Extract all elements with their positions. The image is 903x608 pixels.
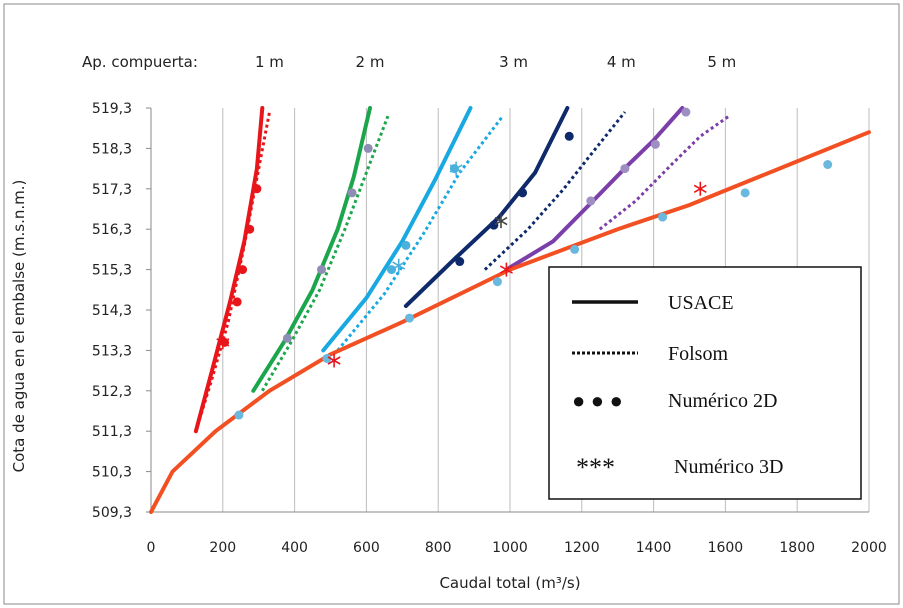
plot-frame	[146, 107, 869, 513]
legend-symbol-2d: ● ● ●	[572, 388, 623, 413]
legend-label-usace: USACE	[668, 292, 734, 314]
free-flow-3d-point	[693, 181, 707, 196]
numerico-2d-point	[564, 131, 574, 141]
y-tick-labels: 509,3 510,3 511,3 512,3 513,3 514,3 515,3 516,3…	[92, 101, 132, 521]
usace-line-4	[403, 106, 570, 308]
opening-label: 2 m	[356, 53, 385, 71]
numerico-2d-point	[489, 220, 499, 230]
opening-header: Ap. compuerta:	[82, 53, 198, 71]
numerico-2d-point	[347, 188, 357, 198]
legend-symbol-3d: ***	[576, 453, 615, 482]
y-axis-label: Cota de agua en el embalse (m.s.n.m.)	[10, 180, 28, 473]
usace-line-3	[321, 106, 473, 353]
y-tick-label: 515,3	[92, 263, 132, 279]
folsom-line-5	[598, 114, 730, 231]
free-flow-3d-point	[499, 262, 513, 277]
legend-label-3d: Numérico 3D	[674, 456, 783, 478]
usace-line-5	[504, 106, 685, 272]
x-tick-label: 1200	[564, 540, 600, 556]
opening-label: 5 m	[707, 53, 736, 71]
series-layer	[149, 106, 871, 514]
opening-label: 1 m	[255, 53, 284, 71]
folsom-line-2	[261, 115, 390, 392]
x-tick-label: 800	[425, 540, 452, 556]
numerico-2d-point	[401, 240, 411, 250]
legend-label-folsom: Folsom	[668, 343, 728, 365]
y-tick-label: 518,3	[92, 141, 132, 157]
x-axis-label: Caudal total (m³/s)	[439, 574, 580, 592]
numerico-2d-point	[238, 265, 248, 275]
numerico-3d-point	[216, 335, 230, 350]
legend: USACE Folsom ● ● ● Numérico 2D *** Numér…	[548, 266, 862, 500]
numerico-2d-point	[282, 333, 292, 343]
legend-box	[548, 266, 862, 500]
y-tick-label: 519,3	[92, 101, 132, 117]
numerico-3d-point	[449, 161, 463, 176]
x-tick-label: 1600	[708, 540, 744, 556]
free-flow-3d-point	[327, 353, 341, 368]
free-flow-2d-point	[658, 212, 668, 222]
usace-line-2	[251, 106, 372, 393]
opening-label: 4 m	[607, 53, 636, 71]
free-flow-2d-point	[492, 277, 502, 287]
folsom-line-4	[483, 111, 627, 271]
numerico-2d-point	[317, 265, 327, 275]
x-tick-label: 2000	[851, 540, 887, 556]
y-tick-label: 512,3	[92, 384, 132, 400]
free-flow-2d-point	[404, 313, 414, 323]
y-tick-label: 509,3	[92, 505, 132, 521]
free-flow-2d-point	[570, 244, 580, 254]
y-tick-label: 514,3	[92, 303, 132, 319]
numerico-3d-point	[494, 214, 508, 229]
numerico-2d-point	[518, 188, 528, 198]
numerico-2d-point	[620, 164, 630, 174]
y-tick-label: 513,3	[92, 343, 132, 359]
x-tick-label: 1000	[492, 540, 528, 556]
numerico-2d-point	[586, 196, 596, 206]
usace-line-1	[193, 106, 265, 434]
free-flow-2d-point	[740, 188, 750, 198]
numerico-2d-point	[681, 107, 691, 117]
free-flow-line	[149, 130, 871, 514]
x-tick-label: 1800	[779, 540, 815, 556]
numerico-2d-point	[650, 139, 660, 149]
y-tick-label: 517,3	[92, 182, 132, 198]
numerico-2d-point	[387, 265, 397, 275]
folsom-line-3	[336, 115, 504, 352]
y-tick-label: 511,3	[92, 424, 132, 440]
y-tick-label: 516,3	[92, 222, 132, 238]
x-tick-label: 600	[353, 540, 380, 556]
markers-layer	[216, 107, 833, 420]
x-tick-labels: 0 200 400 600 800 1000 1200 1400 1600 1800 2000	[147, 540, 887, 556]
numerico-3d-point	[392, 258, 406, 273]
numerico-2d-point	[455, 257, 465, 267]
numerico-2d-point	[252, 184, 262, 194]
y-tick-label: 510,3	[92, 465, 132, 481]
x-tick-label: 0	[147, 540, 156, 556]
opening-label: 3 m	[499, 53, 528, 71]
x-tick-label: 200	[209, 540, 236, 556]
x-tick-label: 1400	[636, 540, 672, 556]
free-flow-2d-point	[322, 353, 332, 363]
numerico-2d-point	[245, 224, 255, 234]
x-tick-label: 400	[281, 540, 308, 556]
free-flow-2d-point	[823, 160, 833, 170]
numerico-2d-point	[363, 143, 373, 153]
numerico-2d-point	[232, 297, 242, 307]
free-flow-2d-point	[234, 410, 244, 420]
legend-label-2d: Numérico 2D	[668, 390, 777, 412]
opening-labels: Ap. compuerta: 1 m 2 m 3 m 4 m 5 m	[82, 53, 736, 71]
